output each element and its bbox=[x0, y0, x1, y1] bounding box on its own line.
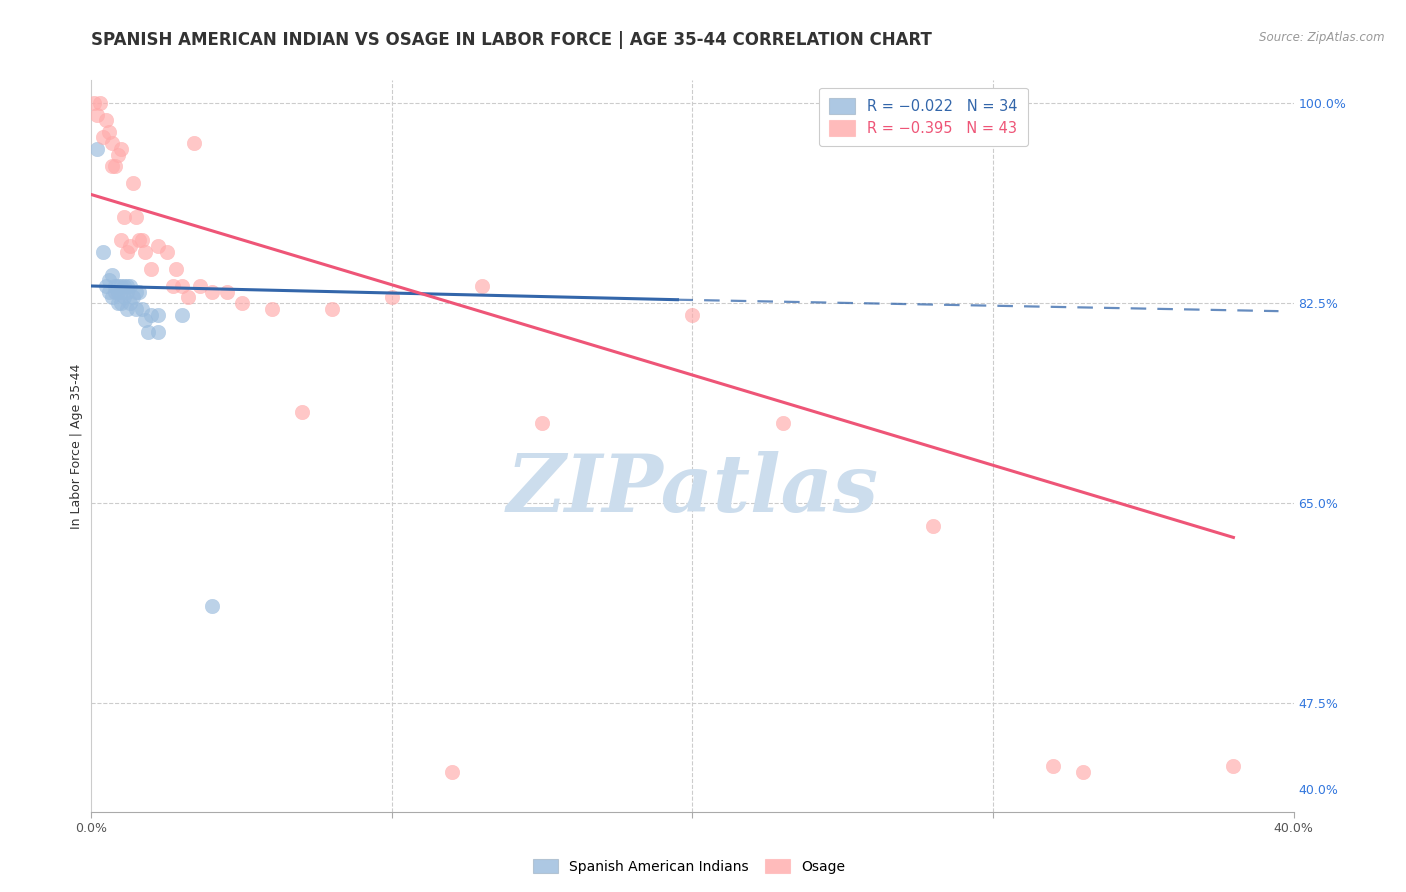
Point bbox=[96, 113, 118, 128]
Point bbox=[201, 285, 224, 299]
Point bbox=[1071, 764, 1094, 779]
Point bbox=[128, 285, 150, 299]
Text: SPANISH AMERICAN INDIAN VS OSAGE IN LABOR FORCE | AGE 35-44 CORRELATION CHART: SPANISH AMERICAN INDIAN VS OSAGE IN LABO… bbox=[91, 31, 932, 49]
Point bbox=[104, 285, 127, 299]
Point bbox=[117, 301, 139, 316]
Point bbox=[110, 279, 132, 293]
Point bbox=[165, 261, 187, 276]
Point bbox=[104, 279, 127, 293]
Point bbox=[146, 308, 169, 322]
Point bbox=[188, 279, 211, 293]
Point bbox=[107, 147, 129, 161]
Point bbox=[98, 285, 121, 299]
Point bbox=[162, 279, 184, 293]
Legend: R = −0.022   N = 34, R = −0.395   N = 43: R = −0.022 N = 34, R = −0.395 N = 43 bbox=[818, 87, 1028, 146]
Point bbox=[260, 301, 283, 316]
Point bbox=[772, 416, 794, 430]
Point bbox=[170, 279, 193, 293]
Point bbox=[98, 125, 121, 139]
Point bbox=[104, 159, 127, 173]
Point bbox=[110, 142, 132, 156]
Point bbox=[134, 244, 156, 259]
Point bbox=[155, 244, 177, 259]
Point bbox=[114, 211, 136, 225]
Point bbox=[125, 301, 148, 316]
Point bbox=[120, 239, 142, 253]
Point bbox=[183, 136, 205, 150]
Text: ZIPatlas: ZIPatlas bbox=[506, 451, 879, 529]
Text: Source: ZipAtlas.com: Source: ZipAtlas.com bbox=[1260, 31, 1385, 45]
Point bbox=[146, 239, 169, 253]
Point bbox=[170, 308, 193, 322]
Point bbox=[110, 285, 132, 299]
Point bbox=[215, 285, 238, 299]
Point bbox=[107, 279, 129, 293]
Point bbox=[1042, 759, 1064, 773]
Point bbox=[86, 107, 108, 121]
Point bbox=[122, 290, 145, 304]
Point bbox=[101, 268, 124, 282]
Point bbox=[117, 279, 139, 293]
Point bbox=[110, 296, 132, 310]
Point bbox=[681, 308, 703, 322]
Point bbox=[114, 290, 136, 304]
Point bbox=[138, 325, 160, 339]
Point bbox=[117, 244, 139, 259]
Point bbox=[93, 244, 115, 259]
Point bbox=[114, 279, 136, 293]
Point bbox=[471, 279, 494, 293]
Point bbox=[83, 96, 105, 111]
Point bbox=[231, 296, 253, 310]
Point bbox=[110, 233, 132, 247]
Point bbox=[125, 285, 148, 299]
Point bbox=[201, 599, 224, 613]
Point bbox=[93, 130, 115, 145]
Point bbox=[89, 96, 111, 111]
Point bbox=[134, 313, 156, 327]
Legend: Spanish American Indians, Osage: Spanish American Indians, Osage bbox=[526, 853, 852, 880]
Point bbox=[86, 142, 108, 156]
Point bbox=[141, 261, 163, 276]
Point bbox=[101, 136, 124, 150]
Y-axis label: In Labor Force | Age 35-44: In Labor Force | Age 35-44 bbox=[70, 363, 83, 529]
Point bbox=[98, 273, 121, 287]
Point bbox=[131, 301, 153, 316]
Point bbox=[128, 233, 150, 247]
Point bbox=[120, 296, 142, 310]
Point bbox=[117, 285, 139, 299]
Point bbox=[176, 290, 198, 304]
Point bbox=[146, 325, 169, 339]
Point bbox=[101, 290, 124, 304]
Point bbox=[131, 233, 153, 247]
Point bbox=[96, 279, 118, 293]
Point bbox=[141, 308, 163, 322]
Point bbox=[107, 285, 129, 299]
Point bbox=[101, 159, 124, 173]
Point bbox=[922, 519, 945, 533]
Point bbox=[122, 176, 145, 190]
Point bbox=[531, 416, 554, 430]
Point bbox=[321, 301, 343, 316]
Point bbox=[107, 296, 129, 310]
Point bbox=[1222, 759, 1244, 773]
Point bbox=[125, 211, 148, 225]
Point bbox=[120, 279, 142, 293]
Point bbox=[440, 764, 463, 779]
Point bbox=[291, 405, 314, 419]
Point bbox=[381, 290, 404, 304]
